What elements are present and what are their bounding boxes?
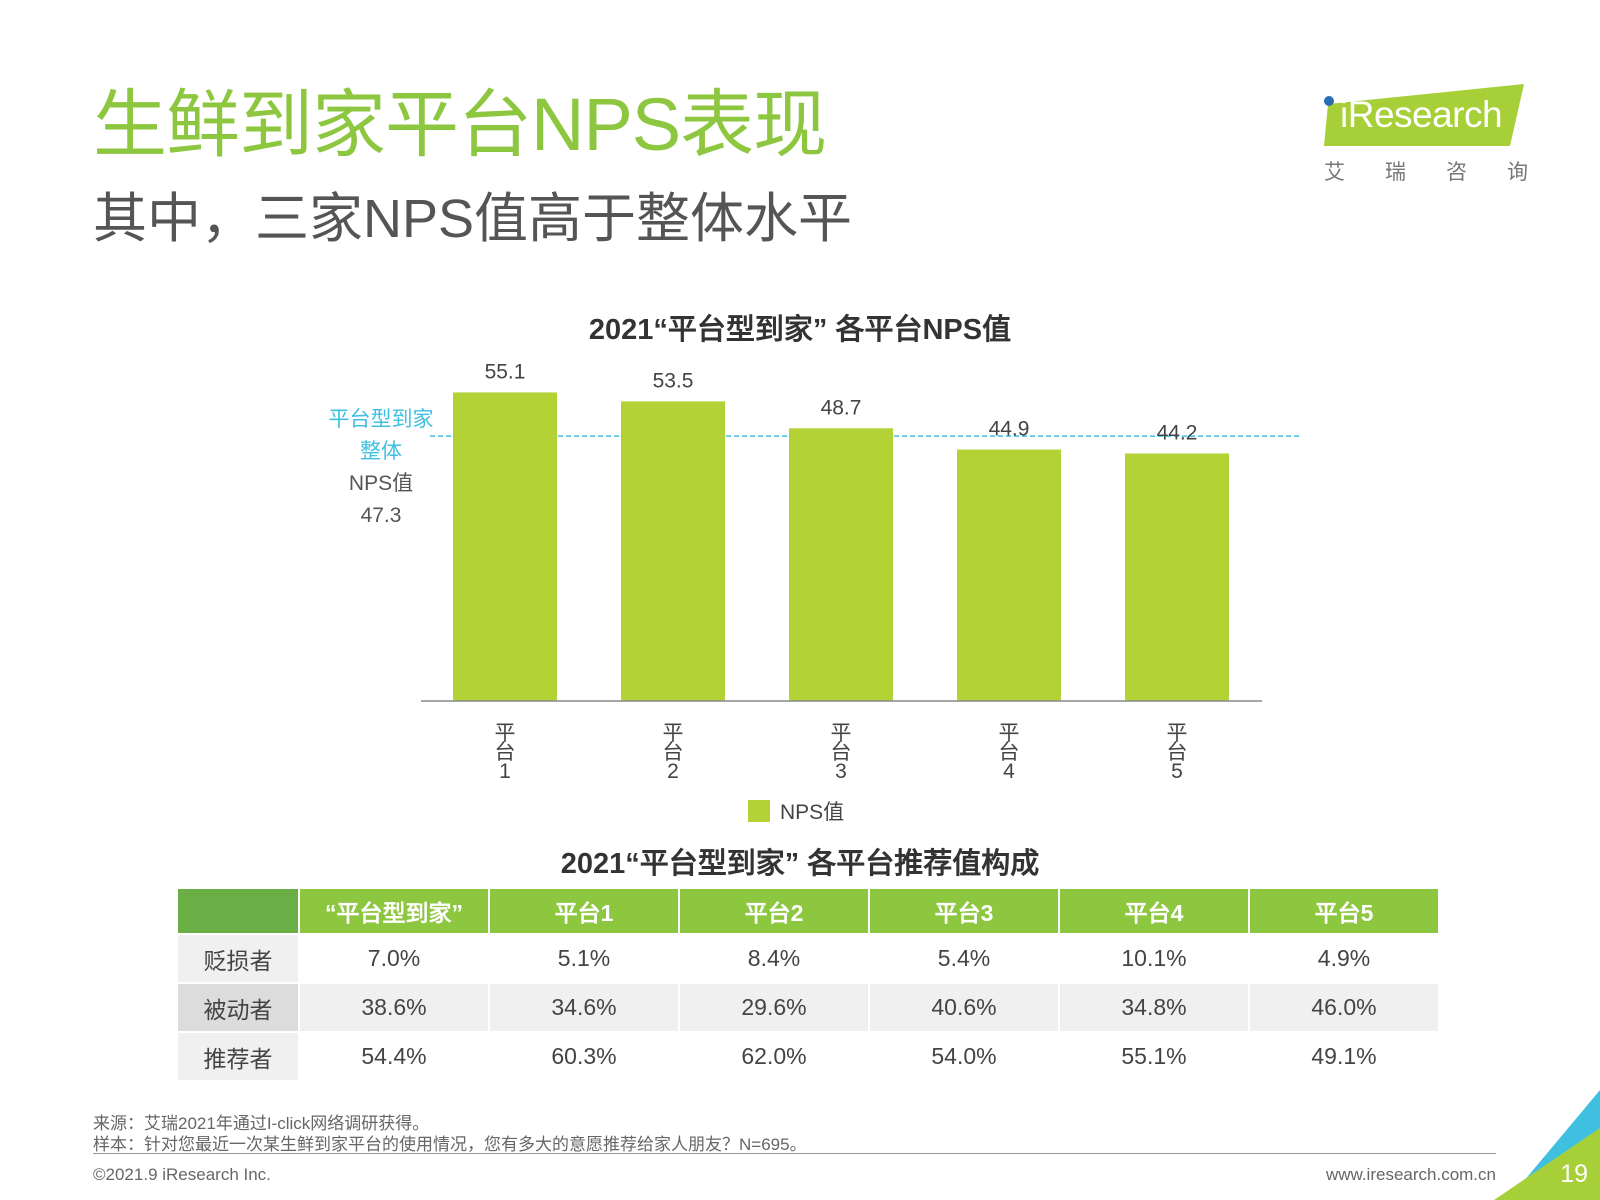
table-cell: 62.0% (680, 1033, 868, 1080)
row-header: 推荐者 (178, 1033, 298, 1080)
table-header-row: “平台型到家” 平台1 平台2 平台3 平台4 平台5 (178, 889, 1438, 933)
category-label-char: 平 (1167, 722, 1188, 745)
table-cell: 40.6% (870, 984, 1058, 1031)
chart-legend: NPS值 (748, 796, 844, 826)
bar-5 (1125, 453, 1229, 701)
category-label-char: 平 (831, 722, 852, 745)
average-label-line2: 整体 (360, 440, 402, 463)
logo-dot-icon (1324, 96, 1334, 106)
bar-value-label: 44.2 (1157, 421, 1198, 444)
category-label-char: 台 (495, 741, 516, 764)
table-row: 被动者 38.6% 34.6% 29.6% 40.6% 34.8% 46.0% (178, 984, 1438, 1031)
website-link[interactable]: www.iresearch.com.cn (1325, 1165, 1496, 1184)
category-label-char: 1 (499, 760, 511, 783)
bar-value-label: 53.5 (653, 369, 694, 392)
source-note: 来源：艾瑞2021年通过I-click网络调研获得。 (93, 1114, 430, 1133)
logo-wordmark: iResearch (1340, 94, 1503, 135)
table-cell: 7.0% (300, 935, 488, 982)
average-label-line1: 平台型到家 (328, 408, 434, 431)
category-label-char: 平 (999, 722, 1020, 745)
table-cell: 34.6% (490, 984, 678, 1031)
average-label-line3: NPS值 (348, 472, 414, 495)
bar-value-label: 44.9 (989, 418, 1030, 441)
category-label-char: 台 (999, 741, 1020, 764)
table-cell: 8.4% (680, 935, 868, 982)
table-row: 推荐者 54.4% 60.3% 62.0% 54.0% 55.1% 49.1% (178, 1033, 1438, 1080)
category-label-char: 2 (667, 760, 679, 783)
table-cell: 34.8% (1060, 984, 1248, 1031)
chart-title: 2021“平台型到家” 各平台NPS值 (588, 314, 1012, 346)
table-cell: 29.6% (680, 984, 868, 1031)
table-cell: 60.3% (490, 1033, 678, 1080)
table-cell: 46.0% (1250, 984, 1438, 1031)
bar-value-label: 48.7 (821, 396, 862, 419)
category-label-char: 3 (835, 760, 847, 783)
table-cell: 5.4% (870, 935, 1058, 982)
table-cell: 55.1% (1060, 1033, 1248, 1080)
column-header: 平台3 (870, 889, 1058, 933)
table-title: 2021“平台型到家” 各平台推荐值构成 (560, 848, 1040, 880)
table-cell: 54.0% (870, 1033, 1058, 1080)
table-cell: 49.1% (1250, 1033, 1438, 1080)
table-cell: 38.6% (300, 984, 488, 1031)
page-subtitle: 其中，三家NPS值高于整体水平 (93, 189, 853, 249)
category-label-char: 4 (1003, 760, 1015, 783)
footer-divider (93, 1153, 1496, 1154)
bar-1 (453, 392, 557, 701)
table-cell: 54.4% (300, 1033, 488, 1080)
column-header: 平台5 (1250, 889, 1438, 933)
column-header: 平台2 (680, 889, 868, 933)
category-label-char: 台 (1167, 741, 1188, 764)
bar-3 (789, 428, 893, 701)
category-label-char: 平 (495, 722, 516, 745)
category-label-char: 台 (831, 741, 852, 764)
bar-2 (621, 401, 725, 701)
bar-4 (957, 449, 1061, 701)
table-cell: 10.1% (1060, 935, 1248, 982)
average-nps-annotation: 平台型到家 整体 NPS值 47.3 (316, 404, 446, 532)
table-row: 贬损者 7.0% 5.1% 8.4% 5.4% 10.1% 4.9% (178, 935, 1438, 982)
table-corner-cell (178, 889, 298, 933)
row-header: 被动者 (178, 984, 298, 1031)
column-header: 平台1 (490, 889, 678, 933)
sample-note: 样本：针对您最近一次某生鲜到家平台的使用情况，您有多大的意愿推荐给家人朋友？N=… (93, 1135, 807, 1154)
category-label-char: 台 (663, 741, 684, 764)
bar-value-label: 55.1 (485, 360, 526, 383)
table-cell: 4.9% (1250, 935, 1438, 982)
category-label-char: 平 (663, 722, 684, 745)
legend-swatch (748, 800, 770, 822)
average-label-value: 47.3 (360, 504, 402, 527)
recommendation-composition-table: “平台型到家” 平台1 平台2 平台3 平台4 平台5 贬损者 7.0% 5.1… (176, 887, 1440, 1082)
logo-chinese-name: 艾瑞咨询 (1324, 161, 1568, 184)
page-number: 19 (1560, 1160, 1588, 1188)
logo-badge-shape (1324, 84, 1524, 146)
category-label-char: 5 (1171, 760, 1183, 783)
column-header: “平台型到家” (300, 889, 488, 933)
column-header: 平台4 (1060, 889, 1248, 933)
legend-label: NPS值 (780, 801, 845, 824)
table-cell: 5.1% (490, 935, 678, 982)
copyright-text: ©2021.9 iResearch Inc. (93, 1165, 271, 1184)
page-title: 生鲜到家平台NPS表现 (93, 83, 827, 166)
row-header: 贬损者 (178, 935, 298, 982)
iresearch-logo: iResearch 艾瑞咨询 (1318, 84, 1558, 194)
